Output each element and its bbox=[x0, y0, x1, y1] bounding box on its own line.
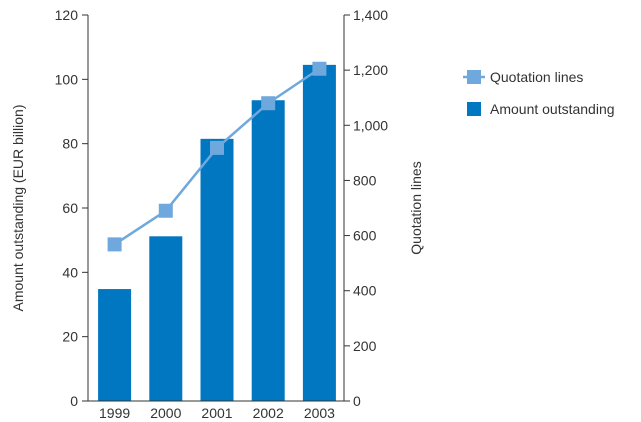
line-series bbox=[107, 61, 327, 252]
x-tick-label: 2002 bbox=[253, 405, 284, 421]
bar-2000 bbox=[149, 236, 183, 401]
legend-item-amount-outstanding: Amount outstanding bbox=[467, 101, 615, 117]
right-axis-ticks: 0 200 400 600 800 1,000 1,200 1,400 bbox=[344, 7, 388, 409]
bar-1999 bbox=[98, 289, 132, 401]
left-tick-label: 80 bbox=[62, 136, 78, 152]
x-tick-label: 2003 bbox=[304, 405, 335, 421]
left-tick-label: 20 bbox=[62, 329, 78, 345]
x-tick-label: 1999 bbox=[99, 405, 130, 421]
left-tick-label: 100 bbox=[55, 71, 79, 87]
line-point-1999 bbox=[107, 237, 122, 252]
right-tick-label: 200 bbox=[353, 338, 377, 354]
legend-label-quotation-lines: Quotation lines bbox=[490, 69, 583, 85]
x-axis-ticks: 1999 2000 2001 2002 2003 bbox=[99, 405, 335, 421]
legend-item-quotation-lines: Quotation lines bbox=[463, 69, 583, 85]
right-tick-label: 1,000 bbox=[353, 117, 388, 133]
right-tick-label: 800 bbox=[353, 172, 377, 188]
bar-series bbox=[98, 64, 336, 401]
left-tick-label: 60 bbox=[62, 200, 78, 216]
left-axis-ticks: 0 20 40 60 80 100 120 bbox=[55, 7, 88, 409]
line-point-2003 bbox=[312, 61, 327, 76]
x-tick-label: 2000 bbox=[150, 405, 181, 421]
bar-2002 bbox=[251, 100, 285, 401]
right-tick-label: 1,200 bbox=[353, 62, 388, 78]
legend-label-amount-outstanding: Amount outstanding bbox=[490, 101, 615, 117]
line-point-2002 bbox=[261, 96, 276, 111]
bar-2003 bbox=[302, 64, 336, 401]
right-axis-title: Quotation lines bbox=[408, 161, 424, 254]
right-tick-label: 400 bbox=[353, 283, 377, 299]
legend: Quotation lines Amount outstanding bbox=[463, 69, 615, 117]
x-tick-label: 2001 bbox=[201, 405, 232, 421]
right-tick-label: 600 bbox=[353, 228, 377, 244]
left-tick-label: 0 bbox=[70, 393, 78, 409]
line-point-2001 bbox=[210, 140, 224, 155]
bar-2001 bbox=[200, 138, 234, 401]
line-point-2000 bbox=[158, 203, 173, 218]
right-tick-label: 0 bbox=[353, 393, 361, 409]
left-tick-label: 40 bbox=[62, 264, 78, 280]
right-tick-label: 1,400 bbox=[353, 7, 388, 23]
legend-bar-swatch bbox=[467, 102, 481, 116]
left-tick-label: 120 bbox=[55, 7, 79, 23]
legend-marker-swatch bbox=[467, 70, 481, 84]
left-axis-title: Amount outstanding (EUR billion) bbox=[10, 105, 26, 312]
